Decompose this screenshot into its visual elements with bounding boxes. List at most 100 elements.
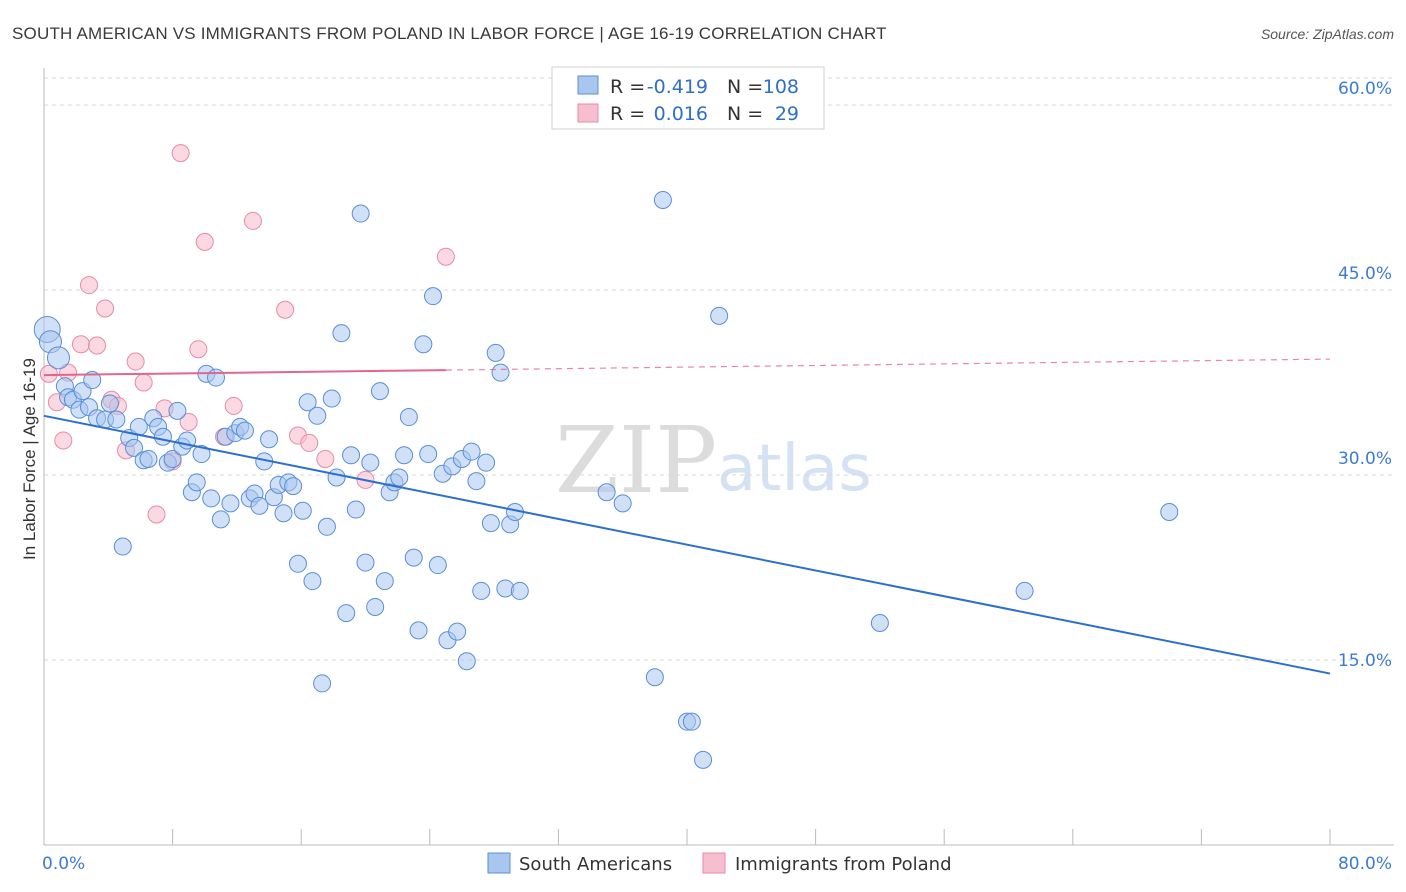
point-south-americans [313, 674, 332, 693]
point-south-americans [107, 410, 126, 429]
point-south-americans [192, 445, 211, 464]
point-south-americans [351, 204, 370, 223]
point-south-americans [457, 652, 476, 671]
point-south-americans [327, 468, 346, 487]
point-south-americans [288, 554, 307, 573]
point-south-americans [409, 621, 428, 640]
point-immigrants-from-poland [54, 431, 73, 450]
trend-line-south-americans [43, 414, 1331, 675]
point-south-americans [361, 453, 380, 472]
point-south-americans [202, 489, 221, 508]
legend-n-value-2: 29 [775, 103, 799, 125]
chart-source: Source: ZipAtlas.com [1261, 26, 1394, 42]
legend-r-value-2: 0.016 [654, 103, 708, 125]
point-immigrants-from-poland [96, 299, 115, 318]
point-south-americans [477, 453, 496, 472]
point-immigrants-from-poland [316, 449, 335, 468]
point-south-americans [46, 346, 70, 370]
point-south-americans [424, 287, 443, 306]
point-immigrants-from-poland [224, 396, 243, 415]
series-immigrants-from-poland [39, 144, 455, 524]
point-south-americans [356, 553, 375, 572]
legend-swatch-blue [577, 75, 599, 95]
legend-n-label-2: N = [727, 103, 763, 125]
point-immigrants-from-poland [243, 211, 262, 230]
point-south-americans [207, 368, 226, 387]
point-south-americans [153, 427, 172, 446]
point-south-americans [597, 483, 616, 502]
bottom-legend-swatch-pink [702, 852, 726, 874]
point-south-americans [870, 614, 889, 632]
point-south-americans [235, 421, 254, 440]
point-south-americans [260, 430, 279, 449]
point-immigrants-from-poland [80, 276, 99, 295]
correlation-legend: R = -0.419 N = 108 R = 0.016 N = 29 [551, 66, 825, 130]
point-immigrants-from-poland [134, 373, 153, 392]
point-south-americans [467, 472, 486, 491]
point-south-americans [710, 306, 729, 325]
point-immigrants-from-poland [179, 412, 198, 431]
point-south-americans [100, 394, 119, 413]
legend-n-value-1: 108 [763, 76, 799, 98]
point-south-americans [274, 504, 293, 523]
point-south-americans [694, 750, 713, 769]
point-south-americans [139, 449, 158, 468]
point-south-americans [653, 190, 672, 209]
point-immigrants-from-poland [147, 505, 166, 524]
point-south-americans [346, 500, 365, 519]
point-immigrants-from-poland [195, 232, 214, 251]
point-south-americans [125, 438, 144, 457]
legend-r-label-2: R = [610, 103, 645, 125]
y-tick-labels: 15.0% 30.0% 45.0% 60.0% [1338, 79, 1392, 671]
trend-line-immigrants-from-poland [43, 369, 446, 377]
point-south-americans [448, 622, 467, 641]
point-south-americans [486, 343, 505, 362]
point-south-americans [399, 408, 418, 427]
point-south-americans [375, 572, 394, 591]
point-south-americans [303, 572, 322, 591]
point-immigrants-from-poland [189, 340, 208, 359]
bottom-legend-swatch-blue [487, 852, 511, 874]
y-tick-label: 15.0% [1338, 651, 1392, 671]
point-south-americans [1160, 503, 1179, 521]
point-south-americans [332, 324, 351, 343]
point-immigrants-from-poland [39, 364, 58, 383]
y-tick-label: 30.0% [1338, 449, 1392, 469]
legend-swatch-pink [577, 103, 599, 123]
point-south-americans [645, 668, 664, 687]
point-south-americans [211, 510, 230, 529]
point-immigrants-from-poland [71, 335, 90, 354]
point-south-americans [322, 389, 341, 408]
watermark: ZIP atlas [555, 407, 872, 514]
point-south-americans [428, 556, 447, 575]
point-south-americans [284, 477, 303, 496]
point-south-americans [462, 442, 481, 461]
y-axis-label: In Labor Force | Age 16-19 [20, 358, 39, 560]
point-immigrants-from-poland [126, 352, 145, 371]
point-south-americans [298, 393, 317, 412]
trend-line-immigrants-from-poland-extension [445, 358, 1331, 371]
point-south-americans [317, 517, 336, 536]
point-south-americans [510, 581, 529, 600]
bottom-legend-south-americans: South Americans [519, 854, 672, 875]
point-south-americans [1015, 581, 1034, 600]
y-tick-label: 45.0% [1338, 264, 1392, 284]
point-south-americans [395, 446, 414, 465]
point-south-americans [366, 597, 385, 616]
axes [43, 68, 1394, 846]
gridlines [44, 77, 1394, 661]
point-south-americans [293, 501, 312, 520]
point-south-americans [168, 401, 187, 420]
y-tick-label: 60.0% [1338, 79, 1392, 99]
point-south-americans [342, 446, 361, 465]
watermark-atlas: atlas [717, 432, 872, 506]
chart-title: SOUTH AMERICAN VS IMMIGRANTS FROM POLAND… [12, 24, 887, 43]
point-immigrants-from-poland [171, 144, 190, 163]
series-legend: South Americans Immigrants from Poland [487, 852, 952, 875]
point-south-americans [472, 581, 491, 600]
point-south-americans [682, 712, 701, 731]
point-south-americans [83, 371, 102, 390]
point-south-americans [221, 494, 240, 513]
point-immigrants-from-poland [300, 433, 319, 452]
